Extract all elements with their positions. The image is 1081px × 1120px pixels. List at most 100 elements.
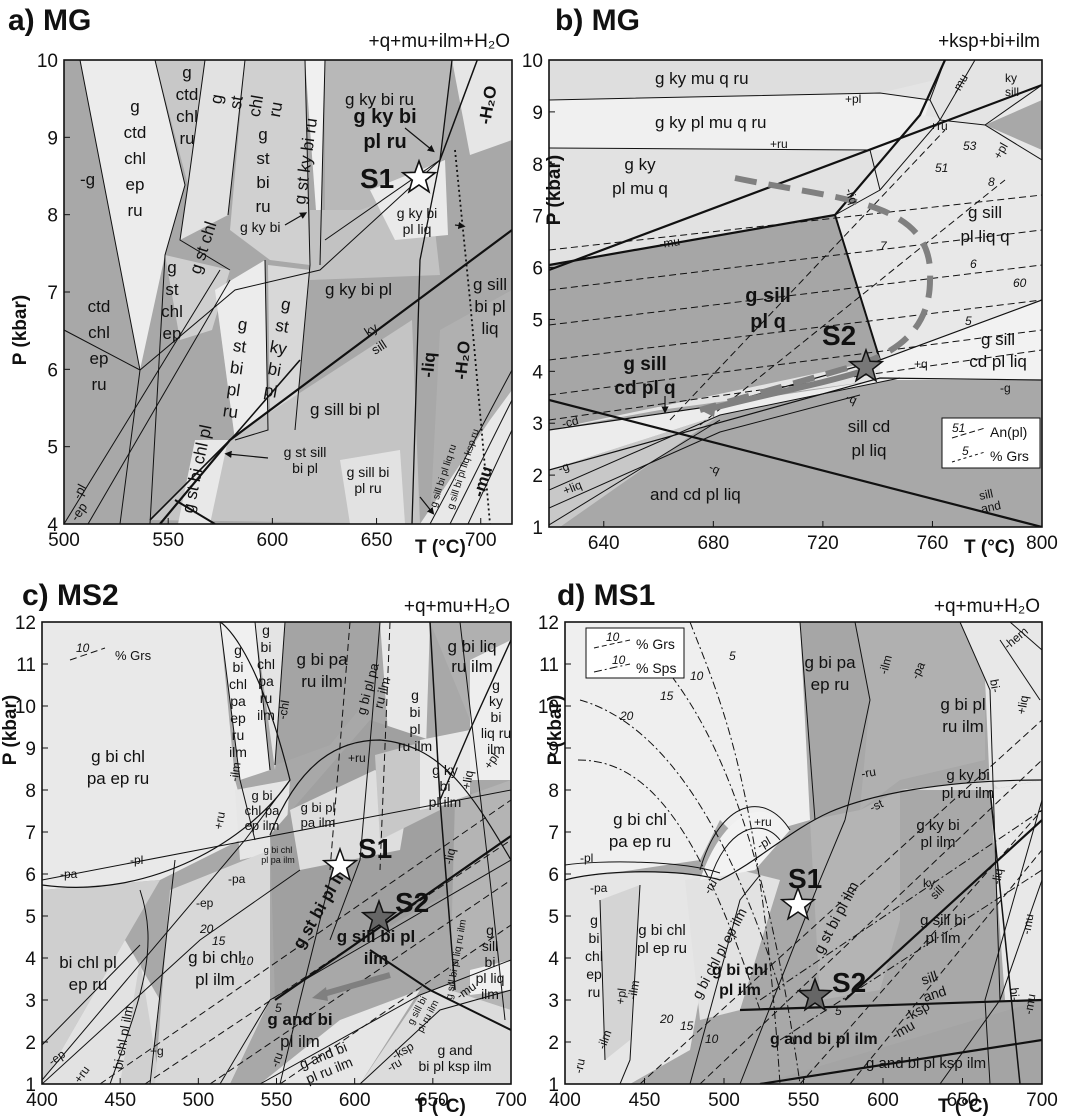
y-tick-label: 10 <box>37 51 58 72</box>
field-label: gstchlru <box>205 87 287 122</box>
field-label: +q <box>914 357 928 371</box>
x-tick-label: 760 <box>917 533 949 554</box>
field-label: g bi liq ru ilm <box>447 637 496 676</box>
y-tick-label: 7 <box>532 207 543 228</box>
y-tick-label: 2 <box>532 466 543 487</box>
x-axis-label: T (°C) <box>964 537 1015 558</box>
x-tick-label: 650 <box>417 1090 449 1111</box>
field-label: -pl <box>580 851 593 865</box>
x-tick-label: 500 <box>708 1090 740 1111</box>
sample-label-s1: S1 <box>360 163 394 194</box>
field-label: sill <box>368 337 389 358</box>
x-tick-label: 450 <box>629 1090 661 1111</box>
y-tick-label: 5 <box>47 438 58 459</box>
field-label: -g <box>556 459 571 476</box>
field-label: and <box>980 498 1003 516</box>
y-tick-label: 1 <box>548 1075 559 1096</box>
y-tick-label: 2 <box>25 1033 36 1054</box>
bold-field-label: g sill cd pl q <box>614 354 675 399</box>
y-axis-label: P (kbar) <box>0 695 21 765</box>
x-tick-label: 640 <box>588 533 620 554</box>
field-label: g bi chl pa ep ru <box>87 747 149 788</box>
field-label: g bi chl pa ep ilm <box>245 788 280 833</box>
y-tick-label: 10 <box>15 697 36 718</box>
field-label: -ru <box>385 1055 405 1074</box>
field-label: sill cd pl liq <box>848 417 891 460</box>
isopleth-labels: 5 10 15 20 20 15 10 5 <box>619 649 842 1046</box>
x-tick-label: 450 <box>104 1090 136 1111</box>
field-label: g ctd chl ep ru <box>124 97 147 220</box>
legend-key: 5 <box>962 444 969 458</box>
y-tick-label: 1 <box>532 518 543 539</box>
field-label: g ky bi <box>240 219 280 235</box>
y-tick-label: 5 <box>532 310 543 331</box>
field-label: g ctd chl ru <box>176 63 199 148</box>
field-label: -pl <box>755 834 774 853</box>
field-label: g ky bi pl <box>325 280 392 299</box>
y-tick-label: 8 <box>25 781 36 802</box>
x-axis-label: T (°C) <box>938 1096 989 1117</box>
isopleth-label: 5 <box>729 649 736 663</box>
x-tick-label: 600 <box>339 1090 371 1111</box>
y-tick-label: 1 <box>25 1075 36 1096</box>
sample-label-s2: S2 <box>395 887 429 918</box>
bold-field-label: g sill bi pl ilm <box>337 927 415 968</box>
field-label: g bi pl pa ilm <box>301 800 336 830</box>
y-tick-label: 12 <box>15 613 36 634</box>
legend-key: 51 <box>952 421 965 435</box>
isopleth-label: 10 <box>705 1032 719 1046</box>
isopleth-label: 20 <box>659 1012 674 1026</box>
panel-d: d) MS1 +q+mu+H₂O <box>538 579 1058 1117</box>
field-label: g ky bi pl ilm <box>429 762 462 810</box>
field-label: -chl <box>275 699 292 720</box>
isopleth-label: 7 <box>880 239 888 253</box>
legend-label: An(pl) <box>990 424 1027 440</box>
field-label: +ru <box>754 815 772 829</box>
field-label: g bi pl ru ilm <box>940 695 985 736</box>
field-label: g bi chl pl ilm <box>188 948 242 989</box>
x-tick-label: 550 <box>152 530 184 551</box>
isopleth-label: 60 <box>1013 276 1027 290</box>
field-label: g bi chl ep ru <box>585 912 603 1000</box>
field-label: g bi pa ep ru <box>804 653 856 694</box>
phase-boundaries <box>565 622 1042 1084</box>
x-tick-label: 680 <box>697 533 729 554</box>
field-label: -ilm <box>876 653 895 675</box>
x-tick-label: 500 <box>48 530 80 551</box>
field-label: +liq <box>459 769 476 790</box>
field-label: g ky pl mu q <box>612 155 668 198</box>
isopleth-label: 5 <box>965 314 972 328</box>
y-tick-label: 3 <box>532 414 543 435</box>
y-axis-label: P (kbar) <box>544 155 565 225</box>
field-label: -ru <box>860 765 877 781</box>
field-label: g ky mu q ru <box>655 69 749 88</box>
field-label: -liq <box>418 351 439 378</box>
bold-field-label: g ky bi pl ru <box>353 106 416 153</box>
field-label: -ilm <box>227 761 244 782</box>
isopleth-label: 5 <box>835 1004 842 1018</box>
legend-key: 10 <box>612 653 626 667</box>
y-tick-label: 6 <box>47 360 58 381</box>
y-tick-label: 4 <box>548 949 559 970</box>
field-label: +ru <box>211 811 228 831</box>
y-tick-label: 10 <box>522 51 543 72</box>
field-label: +ru <box>770 137 788 151</box>
axis-ticks: 500 550 600 650 700 4 5 6 7 8 9 10 <box>37 51 497 551</box>
y-tick-label: 7 <box>47 283 58 304</box>
isopleth-label: 10 <box>240 954 254 968</box>
field-label: g st bi ru <box>255 125 270 216</box>
field-label: -mu <box>1019 913 1036 936</box>
field-label: ky <box>923 876 935 890</box>
star-marker <box>779 885 817 921</box>
field-label: +liq <box>561 478 584 498</box>
phase-fields <box>565 622 1042 1084</box>
field-label: -pl <box>69 482 89 502</box>
phase-fields <box>64 60 512 524</box>
field-label: -st <box>867 796 886 815</box>
field-label: g sill bi pl liq <box>473 275 507 338</box>
panel-title: d) MS1 <box>557 579 655 612</box>
legend-key: 10 <box>606 630 620 644</box>
isopleth-label: 53 <box>963 139 977 153</box>
